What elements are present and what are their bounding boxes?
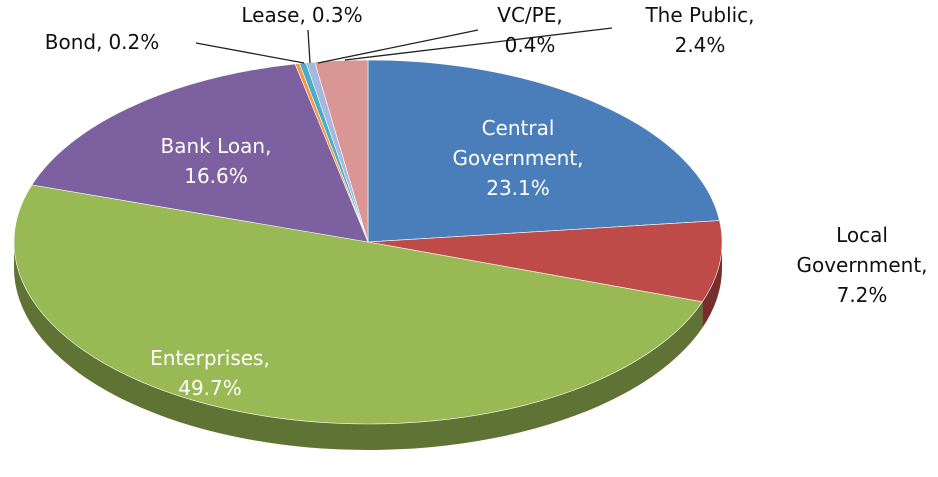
leader-line [317,29,479,64]
value-label: 2.4% [674,33,726,57]
category-label: Local Government, [796,223,928,277]
value-label: 0.3% [311,3,363,27]
slice [367,59,720,243]
value-label: 7.2% [836,283,888,307]
category-label: Central Government, [452,116,584,170]
slice [13,184,703,425]
pie [13,59,723,450]
category-label: Bank Loan, [160,134,272,158]
value-label: 49.7% [178,376,242,400]
category-label: Bond, [44,30,103,54]
data-label: Lease, 0.3% [241,0,362,30]
leader-line [307,29,311,64]
data-label: Enterprises, 49.7% [110,343,310,403]
leader-line [195,42,305,64]
data-label: VC/PE, 0.4% [485,0,575,60]
slice [314,59,369,243]
category-label: The Public, [645,3,755,27]
data-label: The Public, 2.4% [630,0,770,60]
category-label: Lease, [241,3,306,27]
category-label: VC/PE, [497,3,563,27]
value-label: 23.1% [486,176,550,200]
pie-tops [13,59,723,425]
data-label: Central Government, 23.1% [433,113,603,203]
category-label: Enterprises, [150,346,270,370]
value-label: 0.4% [504,33,556,57]
slice [367,220,723,303]
data-label: Local Government, 7.2% [782,220,938,310]
value-label: 0.2% [108,30,160,54]
leader-lines [195,27,613,64]
slice [31,63,369,243]
leader-line [344,27,613,61]
data-label: Bond, 0.2% [45,27,160,57]
value-label: 16.6% [184,164,248,188]
data-label: Bank Loan, 16.6% [116,131,316,191]
